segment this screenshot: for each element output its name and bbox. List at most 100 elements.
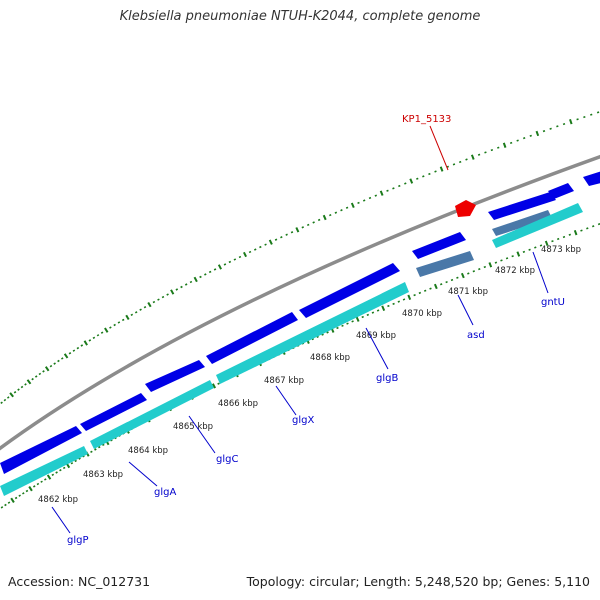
highlight-label[interactable]: KP1_5133 <box>402 114 451 125</box>
gene-label[interactable]: gntU <box>541 297 565 308</box>
gene-label[interactable]: glgB <box>376 373 398 384</box>
tick-mark <box>36 482 40 486</box>
tick-mark <box>199 275 202 279</box>
tick-mark <box>511 255 514 258</box>
gene-label[interactable]: glgP <box>67 535 89 546</box>
tick-mark <box>10 497 15 503</box>
tick-mark <box>193 276 198 283</box>
tick-mark <box>204 273 207 276</box>
scale-labels: 4862 kbp 4863 kbp 4864 kbp 4865 kbp 4866… <box>38 245 581 505</box>
tick-mark <box>100 331 104 334</box>
gene-arrow[interactable] <box>299 263 400 318</box>
tick-mark <box>345 206 349 209</box>
reverse-strand-genes <box>0 203 583 496</box>
tick-mark <box>366 313 370 316</box>
tick-mark <box>312 221 315 224</box>
gene-arrow[interactable] <box>492 203 583 248</box>
tick-mark <box>253 248 257 251</box>
tick-mark <box>88 339 92 342</box>
tick-mark <box>398 184 401 188</box>
outer-tick-track <box>0 111 600 405</box>
tick-mark <box>62 466 66 470</box>
tick-mark <box>483 265 487 269</box>
gene-arrow[interactable] <box>90 380 214 449</box>
tick-mark <box>9 392 14 398</box>
tick-mark <box>76 346 80 350</box>
scale-label: 4872 kbp <box>495 266 535 276</box>
tick-mark <box>544 240 549 247</box>
tick-mark <box>534 246 537 249</box>
tick-mark <box>542 129 546 133</box>
gene-arrow[interactable] <box>80 393 147 431</box>
gene-label[interactable]: glgX <box>292 415 314 426</box>
gene-arrow[interactable] <box>216 282 409 384</box>
tick-mark <box>63 353 69 359</box>
tick-mark <box>208 270 212 274</box>
tick-mark <box>336 326 339 330</box>
tick-mark <box>121 318 125 322</box>
tick-mark <box>264 243 267 246</box>
tick-mark <box>371 311 375 314</box>
gene-arrow[interactable] <box>583 170 600 186</box>
tick-mark <box>217 264 222 270</box>
tick-mark <box>392 302 395 305</box>
gene-label[interactable]: asd <box>467 330 485 341</box>
tick-mark <box>259 245 262 249</box>
tick-mark <box>13 391 17 394</box>
gene-arrow[interactable] <box>0 426 82 474</box>
highlight-gene[interactable] <box>455 200 476 217</box>
gene-arrow[interactable] <box>492 210 552 236</box>
tick-mark <box>46 474 52 480</box>
tick-mark <box>458 160 462 164</box>
tick-mark <box>445 281 448 284</box>
tick-mark <box>596 111 600 114</box>
gene-arrow[interactable] <box>0 446 88 496</box>
tick-mark <box>439 283 443 286</box>
tick-mark <box>402 298 406 301</box>
tick-mark <box>57 359 60 363</box>
tick-mark <box>386 189 389 192</box>
tick-mark <box>25 489 29 493</box>
tick-mark <box>18 494 21 497</box>
tick-mark <box>70 462 74 465</box>
tick-mark <box>102 443 105 447</box>
gene-label[interactable]: glgA <box>154 487 176 498</box>
gene-arrow[interactable] <box>416 251 474 277</box>
tick-mark <box>423 289 427 292</box>
tick-mark <box>180 285 183 289</box>
tick-mark <box>189 280 193 284</box>
tick-mark <box>591 225 595 228</box>
tick-mark <box>494 261 498 264</box>
tick-mark <box>488 262 493 268</box>
tick-mark <box>22 492 25 495</box>
gene-arrow[interactable] <box>488 192 556 220</box>
tick-mark <box>0 401 3 405</box>
gene-arrow[interactable] <box>412 232 466 259</box>
scale-label: 4865 kbp <box>173 422 213 432</box>
tick-mark <box>446 165 450 168</box>
accession-label: Accession: NC_012731 <box>8 574 151 589</box>
tick-mark <box>166 293 169 296</box>
tick-mark <box>387 304 390 308</box>
tick-mark <box>98 446 101 449</box>
gene-arrow[interactable] <box>206 312 298 364</box>
tick-mark <box>516 251 521 257</box>
tick-mark <box>143 306 147 309</box>
scale-label: 4868 kbp <box>310 353 350 363</box>
tick-mark <box>428 172 431 176</box>
tick-mark <box>334 211 338 214</box>
tick-mark <box>238 255 242 259</box>
tick-mark <box>433 283 438 290</box>
gene-arrow[interactable] <box>548 183 574 199</box>
tick-mark <box>341 324 344 327</box>
tick-mark <box>20 385 24 389</box>
tick-mark <box>416 177 419 180</box>
tick-mark <box>306 223 310 226</box>
gene-label[interactable]: glgC <box>216 454 238 465</box>
tick-mark <box>404 182 407 185</box>
highlight-leader-line <box>429 125 449 171</box>
gene-arrow[interactable] <box>145 360 205 392</box>
scale-label: 4864 kbp <box>128 446 168 456</box>
tick-mark <box>490 148 494 152</box>
tick-mark <box>340 209 343 212</box>
